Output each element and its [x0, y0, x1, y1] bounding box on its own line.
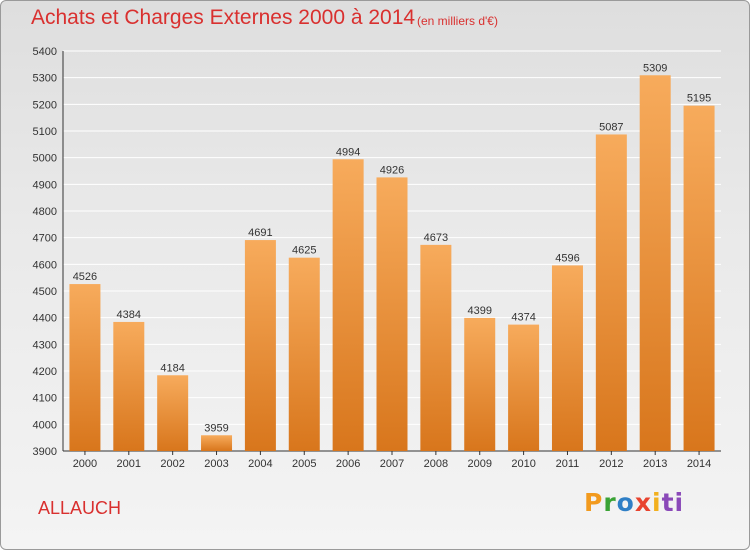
- y-tick-label: 4400: [33, 313, 57, 325]
- bar: [420, 244, 452, 451]
- x-tick-label: 2014: [687, 458, 711, 470]
- bar-value-label: 4399: [467, 305, 491, 317]
- x-tick-label: 2009: [467, 458, 491, 470]
- x-tick-label: 2002: [160, 458, 184, 470]
- bar-value-label: 4625: [292, 245, 316, 257]
- y-tick-label: 4000: [33, 419, 57, 431]
- y-tick-label: 4800: [33, 206, 57, 218]
- logo-letter: x: [634, 488, 652, 517]
- bar-value-label: 4526: [73, 271, 97, 283]
- bar-value-label: 5309: [643, 62, 667, 74]
- logo-letter: i: [652, 488, 662, 517]
- bar-value-label: 4994: [336, 146, 360, 158]
- bar: [113, 321, 145, 451]
- bar-value-label: 3959: [204, 422, 228, 434]
- bar: [683, 105, 715, 452]
- y-tick-label: 3900: [33, 446, 57, 458]
- y-tick-label: 4900: [33, 179, 57, 191]
- commune-name: ALLAUCH: [38, 498, 122, 518]
- bar: [551, 265, 583, 451]
- bar-value-label: 4691: [248, 227, 272, 239]
- x-tick-label: 2008: [424, 458, 448, 470]
- y-tick-label: 5000: [33, 153, 57, 165]
- x-tick-label: 2005: [292, 458, 316, 470]
- bar: [464, 317, 496, 451]
- y-tick-label: 4300: [33, 339, 57, 351]
- bar: [639, 75, 671, 452]
- bar: [244, 240, 276, 451]
- y-tick-label: 4100: [33, 393, 57, 405]
- bar: [332, 159, 364, 451]
- bar-value-label: 4926: [380, 164, 404, 176]
- chart-subtitle: (en milliers d'€): [417, 14, 498, 28]
- y-tick-label: 4500: [33, 286, 57, 298]
- x-tick-label: 2013: [643, 458, 667, 470]
- bar: [201, 435, 233, 451]
- bar-chart: 3900 4000 4100 4200 4300 4400 4500 4600 4700 4800…: [33, 46, 721, 470]
- x-tick-label: 2004: [248, 458, 272, 470]
- y-tick-label: 5300: [33, 73, 57, 85]
- logo-letter: o: [616, 488, 635, 517]
- bar-value-label: 4184: [160, 362, 184, 374]
- y-tick-label: 4200: [33, 366, 57, 378]
- x-tick-label: 2010: [511, 458, 535, 470]
- logo-letter: r: [603, 488, 617, 517]
- x-tick-label: 2003: [204, 458, 228, 470]
- bar-value-label: 4384: [117, 309, 141, 321]
- logo-letter: P: [584, 488, 604, 517]
- y-tick-label: 5100: [33, 126, 57, 138]
- bar-value-label: 5195: [687, 93, 711, 105]
- logo-letter: ti: [661, 488, 685, 517]
- bar: [595, 134, 627, 451]
- bar-value-label: 5087: [599, 121, 623, 133]
- bar: [288, 257, 320, 451]
- y-tick-label: 4600: [33, 259, 57, 271]
- x-tick-label: 2001: [117, 458, 141, 470]
- x-tick-label: 2012: [599, 458, 623, 470]
- x-tick-label: 2000: [73, 458, 97, 470]
- y-tick-label: 5400: [33, 46, 57, 58]
- bar: [376, 177, 408, 451]
- proxiti-logo: Proxiti: [584, 488, 684, 517]
- bar: [69, 284, 101, 451]
- chart-title: Achats et Charges Externes 2000 à 2014: [31, 6, 416, 29]
- bar-value-label: 4596: [555, 252, 579, 264]
- bar-value-label: 4374: [511, 312, 535, 324]
- y-tick-label: 5200: [33, 99, 57, 111]
- x-tick-label: 2007: [380, 458, 404, 470]
- bar-value-label: 4673: [424, 232, 448, 244]
- bar: [508, 324, 540, 451]
- x-tick-label: 2006: [336, 458, 360, 470]
- x-tick-label: 2011: [556, 458, 580, 470]
- bar: [157, 375, 189, 451]
- y-tick-label: 4700: [33, 233, 57, 245]
